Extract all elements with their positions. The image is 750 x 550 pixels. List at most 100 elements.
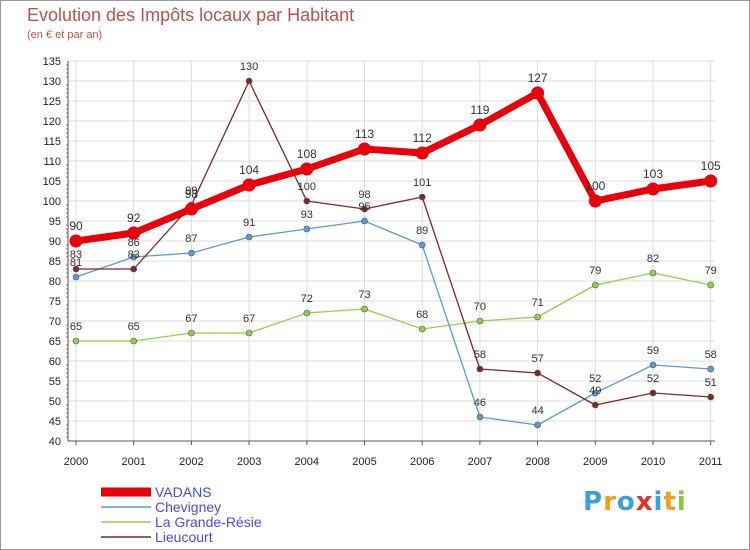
data-point: [245, 233, 253, 241]
data-label: 72: [301, 293, 313, 305]
data-label: 95: [358, 201, 370, 213]
y-tick-label: 85: [49, 256, 61, 268]
x-tick-label: 2005: [352, 456, 376, 468]
x-tick-label: 2009: [583, 456, 607, 468]
y-tick-label: 50: [49, 396, 61, 408]
data-point: [415, 146, 429, 160]
y-tick-label: 120: [43, 116, 61, 128]
data-point: [476, 365, 484, 373]
data-point: [127, 226, 141, 240]
x-tick-label: 2008: [525, 456, 549, 468]
data-point: [303, 225, 311, 233]
data-point: [245, 77, 253, 85]
y-tick-label: 75: [49, 296, 61, 308]
data-label: 82: [647, 253, 659, 265]
data-label: 83: [70, 249, 82, 261]
y-tick-label: 40: [49, 436, 61, 448]
data-label: 101: [413, 177, 431, 189]
data-point: [707, 281, 715, 289]
x-tick-label: 2011: [699, 456, 723, 468]
y-tick-label: 45: [49, 416, 61, 428]
data-label: 86: [128, 237, 140, 249]
x-tick-label: 2003: [237, 456, 261, 468]
data-label: 52: [647, 373, 659, 385]
logo-letter: P: [583, 487, 604, 517]
data-label: 104: [239, 163, 259, 177]
data-label: 67: [243, 313, 255, 325]
data-label: 92: [127, 211, 141, 225]
data-point: [69, 234, 83, 248]
data-point: [361, 305, 368, 313]
y-tick-label: 130: [43, 76, 61, 88]
data-point: [534, 421, 541, 429]
logo-letter: i: [653, 487, 664, 517]
data-label: 112: [413, 131, 432, 145]
data-point: [418, 325, 426, 333]
y-tick-label: 110: [43, 156, 61, 168]
data-label: 98: [358, 189, 370, 201]
data-label: 71: [531, 297, 543, 309]
x-tick-label: 2000: [64, 456, 88, 468]
data-point: [649, 269, 657, 277]
data-label: 103: [643, 167, 663, 181]
data-label: 91: [243, 217, 255, 229]
data-point: [303, 309, 311, 317]
data-label: 81: [70, 257, 82, 269]
data-label: 108: [297, 147, 317, 161]
plot-area: [68, 61, 715, 441]
data-point: [649, 361, 657, 369]
data-point: [130, 265, 137, 273]
y-tick-label: 125: [43, 96, 61, 108]
chart-subtitle: (en € et par an): [27, 29, 103, 41]
data-label: 46: [474, 397, 486, 409]
x-tick-label: 2006: [410, 456, 434, 468]
data-label: 49: [589, 385, 601, 397]
data-label: 44: [531, 405, 543, 417]
legend-label-chevigney: Chevigney: [155, 499, 222, 515]
data-label: 113: [355, 127, 374, 141]
data-point: [707, 393, 715, 401]
data-point: [476, 413, 484, 421]
y-tick-label: 60: [49, 356, 61, 368]
data-label: 127: [528, 71, 548, 85]
data-point: [418, 193, 426, 201]
data-label: 65: [70, 321, 82, 333]
data-label: 52: [589, 373, 601, 385]
data-label: 79: [589, 265, 601, 277]
y-tick-label: 100: [43, 196, 61, 208]
y-tick-label: 90: [49, 236, 61, 248]
data-point: [591, 281, 599, 289]
data-point: [534, 369, 541, 377]
data-label: 67: [185, 313, 197, 325]
legend-swatch-chevigney: [101, 506, 151, 508]
data-point: [184, 202, 198, 216]
data-point: [72, 273, 80, 281]
y-tick-label: 105: [43, 176, 61, 188]
data-label: 83: [128, 249, 140, 261]
legend-label-lieucourt: Lieucourt: [155, 529, 213, 545]
data-point: [72, 337, 80, 345]
data-point: [646, 182, 660, 196]
y-tick-label: 135: [43, 56, 61, 68]
data-label: 130: [240, 61, 258, 73]
legend-label-la-grande-resie: La Grande-Résie: [155, 514, 262, 530]
series-line-1: [75, 220, 711, 426]
data-label: 65: [128, 321, 140, 333]
y-tick-label: 70: [49, 316, 61, 328]
logo-letter: r: [603, 487, 617, 517]
data-point: [188, 249, 195, 257]
logo-letter: o: [616, 487, 636, 517]
data-point: [476, 317, 484, 325]
data-point: [473, 118, 487, 132]
legend-label-vadans: VADANS: [155, 484, 212, 500]
data-label: 98: [185, 187, 199, 201]
data-point: [534, 313, 541, 321]
y-tick-label: 95: [49, 216, 61, 228]
data-point: [591, 389, 599, 397]
data-point: [245, 329, 253, 337]
chart-title: Evolution des Impôts locaux par Habitant: [27, 5, 355, 25]
data-label: 57: [531, 353, 543, 365]
data-point: [130, 337, 137, 345]
